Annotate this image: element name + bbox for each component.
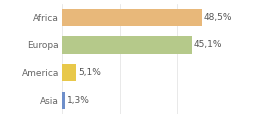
Bar <box>62 92 65 109</box>
Text: 48,5%: 48,5% <box>204 13 232 22</box>
Bar <box>62 36 192 54</box>
Bar <box>62 64 76 81</box>
Text: 1,3%: 1,3% <box>67 96 90 105</box>
Bar <box>62 9 202 26</box>
Text: 5,1%: 5,1% <box>78 68 101 77</box>
Text: 45,1%: 45,1% <box>194 40 222 49</box>
